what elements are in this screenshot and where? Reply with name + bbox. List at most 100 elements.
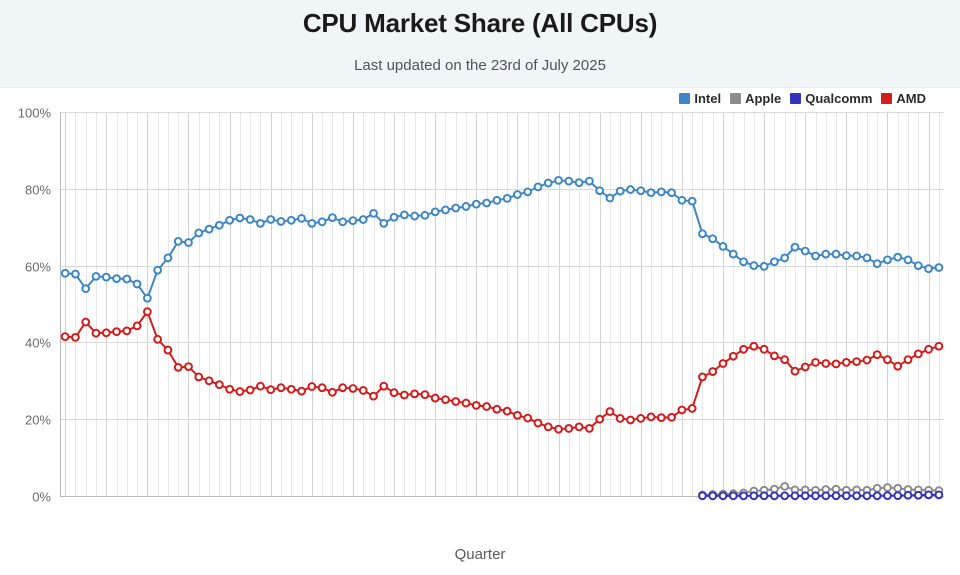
data-point[interactable] [677,195,687,205]
data-point[interactable] [338,217,348,227]
data-point[interactable] [800,362,810,372]
data-point[interactable] [883,491,892,501]
data-point[interactable] [903,490,913,500]
data-point[interactable] [214,220,224,230]
data-point[interactable] [708,234,718,244]
data-point[interactable] [60,268,70,278]
data-point[interactable] [256,381,265,391]
data-point[interactable] [872,483,882,493]
data-point[interactable] [831,249,841,259]
data-point[interactable] [441,205,450,215]
data-point[interactable] [903,255,913,265]
data-point[interactable] [112,274,121,284]
data-point[interactable] [718,242,728,251]
data-point[interactable] [142,307,152,317]
data-point[interactable] [153,265,163,275]
data-point[interactable] [430,393,440,403]
data-point[interactable] [60,332,70,342]
data-point[interactable] [286,215,296,225]
data-point[interactable] [759,261,769,271]
data-point[interactable] [893,361,903,371]
data-point[interactable] [821,359,831,368]
data-point[interactable] [297,213,306,223]
data-point[interactable] [338,383,348,393]
data-point[interactable] [204,224,214,234]
data-point[interactable] [245,215,255,224]
data-point[interactable] [71,333,80,342]
data-point[interactable] [194,372,204,382]
data-point[interactable] [646,188,656,198]
data-point[interactable] [122,326,132,336]
data-point[interactable] [492,195,502,205]
data-point[interactable] [780,253,790,263]
data-point[interactable] [461,398,471,408]
data-point[interactable] [759,491,769,501]
data-point[interactable] [389,212,399,222]
data-point[interactable] [677,405,687,415]
legend-item-intel[interactable]: Intel [679,91,721,106]
data-point[interactable] [770,257,779,267]
data-point[interactable] [235,213,245,223]
data-point[interactable] [132,279,142,289]
data-point[interactable] [934,341,944,351]
data-point[interactable] [256,218,265,228]
data-point[interactable] [821,491,831,501]
data-point[interactable] [71,269,80,279]
data-point[interactable] [913,261,923,271]
data-point[interactable] [924,490,933,500]
data-point[interactable] [574,178,584,188]
data-point[interactable] [739,344,748,354]
data-point[interactable] [317,217,327,227]
data-point[interactable] [410,389,420,399]
data-point[interactable] [225,215,235,225]
data-point[interactable] [708,491,718,501]
data-point[interactable] [163,345,173,355]
data-point[interactable] [132,321,142,331]
data-point[interactable] [800,491,810,501]
data-point[interactable] [790,242,800,252]
legend-item-amd[interactable]: AMD [881,91,926,106]
data-point[interactable] [266,215,276,224]
data-point[interactable] [184,362,193,371]
legend-item-qualcomm[interactable]: Qualcomm [790,91,872,106]
data-point[interactable] [379,381,389,391]
data-point[interactable] [811,491,820,501]
data-point[interactable] [718,491,728,501]
data-point[interactable] [461,202,471,211]
data-point[interactable] [841,251,851,261]
data-point[interactable] [502,194,512,203]
data-point[interactable] [708,367,718,376]
data-point[interactable] [811,357,820,367]
data-point[interactable] [584,424,594,433]
data-point[interactable] [790,366,800,376]
data-point[interactable] [173,237,183,246]
data-point[interactable] [533,418,543,428]
data-point[interactable] [369,391,378,401]
data-point[interactable] [698,229,707,239]
data-point[interactable] [739,491,748,501]
data-point[interactable] [317,383,327,393]
data-point[interactable] [482,402,491,411]
data-point[interactable] [543,422,553,432]
data-point[interactable] [626,415,635,425]
data-point[interactable] [266,385,276,395]
data-point[interactable] [821,249,831,259]
data-point[interactable] [420,210,430,220]
data-point[interactable] [852,251,862,261]
data-point[interactable] [81,284,91,294]
data-point[interactable] [471,199,481,209]
data-point[interactable] [276,383,286,393]
data-point[interactable] [204,376,214,386]
data-point[interactable] [595,186,605,196]
data-point[interactable] [235,387,245,396]
data-point[interactable] [728,491,738,501]
data-point[interactable] [759,344,769,354]
data-point[interactable] [410,211,420,221]
data-point[interactable] [286,384,296,394]
legend-item-apple[interactable]: Apple [730,91,781,106]
data-point[interactable] [883,255,892,265]
data-point[interactable] [112,327,121,337]
data-point[interactable] [513,410,522,420]
data-point[interactable] [523,413,533,423]
data-point[interactable] [214,380,224,390]
